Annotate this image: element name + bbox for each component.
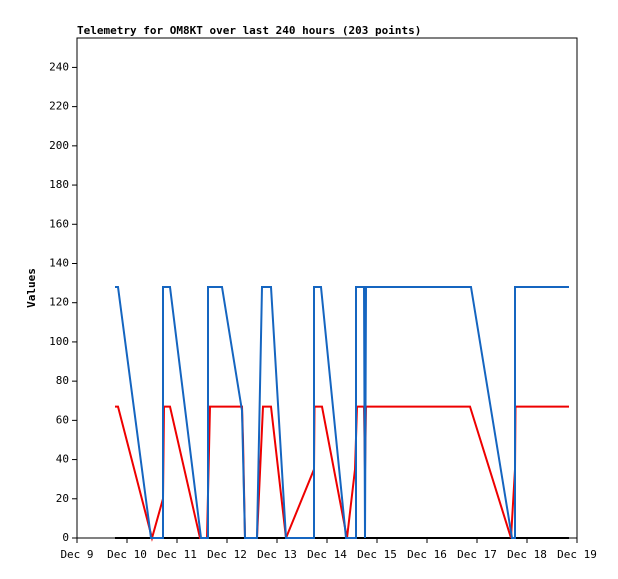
chart-title: Telemetry for OM8KT over last 240 hours … bbox=[77, 24, 421, 37]
x-tick-label: Dec 10 bbox=[107, 548, 147, 561]
x-tick-label: Dec 12 bbox=[207, 548, 247, 561]
y-tick-label: 100 bbox=[49, 335, 69, 348]
y-tick-label: 240 bbox=[49, 60, 69, 73]
data-line bbox=[115, 405, 569, 542]
x-tick-label: Dec 17 bbox=[457, 548, 497, 561]
x-tick-label: Dec 14 bbox=[307, 548, 347, 561]
data-line bbox=[115, 286, 569, 539]
x-tick-label: Dec 16 bbox=[407, 548, 447, 561]
y-axis-label: Values bbox=[25, 268, 38, 308]
x-tick-label: Dec 19 bbox=[557, 548, 597, 561]
plot-frame bbox=[76, 37, 578, 539]
y-tick-label: 0 bbox=[62, 531, 69, 544]
y-tick-label: 160 bbox=[49, 217, 69, 230]
x-tick-label: Dec 13 bbox=[257, 548, 297, 561]
y-tick-label: 180 bbox=[49, 178, 69, 191]
x-tick-label: Dec 18 bbox=[507, 548, 547, 561]
y-tick-label: 200 bbox=[49, 139, 69, 152]
y-tick-label: 60 bbox=[56, 413, 69, 426]
x-tick-label: Dec 15 bbox=[357, 548, 397, 561]
y-tick-label: 120 bbox=[49, 296, 69, 309]
y-tick-label: 20 bbox=[56, 492, 69, 505]
x-tick-label: Dec 11 bbox=[157, 548, 197, 561]
y-tick-label: 140 bbox=[49, 256, 69, 269]
x-tick-label: Dec 9 bbox=[60, 548, 93, 561]
y-tick-label: 80 bbox=[56, 374, 69, 387]
y-tick-label: 40 bbox=[56, 453, 69, 466]
y-tick-label: 220 bbox=[49, 100, 69, 113]
